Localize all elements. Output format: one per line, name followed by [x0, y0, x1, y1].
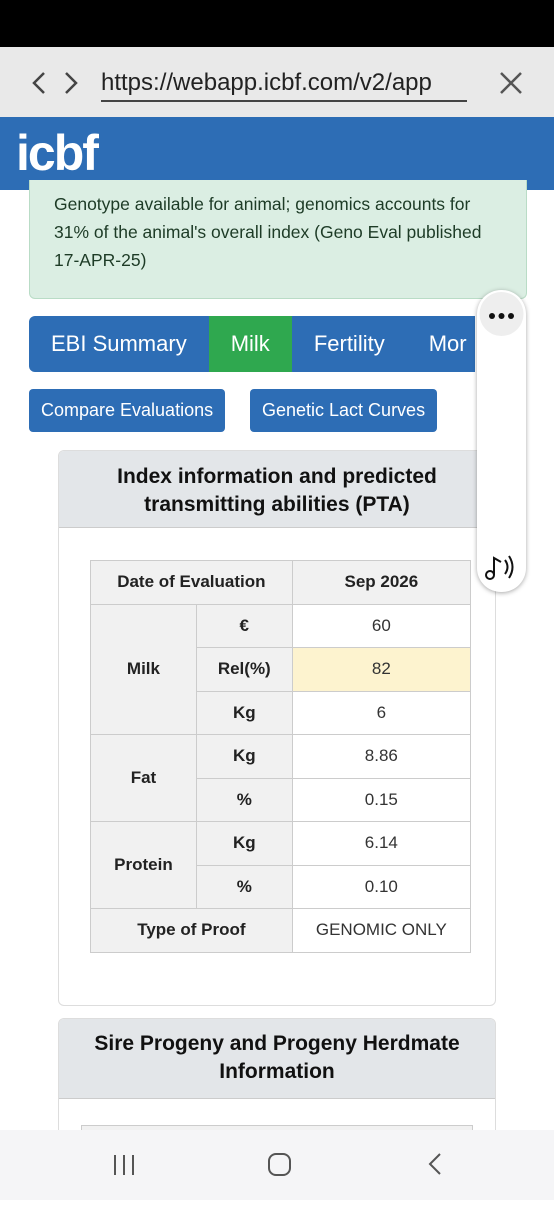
dot: [489, 313, 495, 319]
pta-table: Date of Evaluation Sep 2026 Milk €60 Rel(%) 8…: [90, 560, 472, 953]
value-cell: 82: [291, 647, 472, 692]
forward-arrow[interactable]: [65, 72, 78, 94]
browser-bar: [0, 47, 554, 117]
nav-icons: [114, 1153, 441, 1176]
system-nav: [0, 1130, 554, 1200]
value-cell: 60: [291, 603, 472, 648]
dot: [508, 313, 514, 319]
url-field[interactable]: https://webapp.icbf.com/v2/app: [101, 68, 467, 102]
header-cell: Sep 2026: [291, 560, 472, 605]
logo[interactable]: icbf: [16, 125, 99, 181]
close-button[interactable]: [498, 70, 524, 96]
table-row: Rel(%) 82: [91, 647, 472, 692]
table-row: Type of Proof GENOMIC ONLY: [90, 908, 472, 953]
tab[interactable]: EBI Summary: [51, 331, 187, 356]
table-row: % 0.15: [91, 777, 472, 822]
table-row: Fat Kg 8.86: [90, 734, 472, 822]
card-title: Sire Progeny and Progeny Herdmate Inform…: [59, 1019, 495, 1099]
status-bar: [0, 0, 554, 47]
card: Sire Progeny and Progeny Herdmate Inform…: [58, 1018, 496, 1150]
table-row: Date of Evaluation Sep 2026: [90, 560, 472, 605]
site-header: [0, 117, 554, 190]
nav-arrows[interactable]: [14, 66, 84, 100]
tab[interactable]: Mor: [428, 331, 467, 356]
value-cell: 6.14: [291, 821, 472, 866]
read-aloud-icon[interactable]: [485, 555, 514, 580]
value-cell: 0.10: [291, 864, 472, 909]
recents-button[interactable]: [114, 1155, 134, 1175]
unit-cell: Kg: [195, 821, 293, 866]
value-cell: 0.15: [291, 777, 472, 822]
trait-cell: Fat: [90, 734, 197, 822]
notice: Genotype available for animal; genomics …: [29, 180, 527, 299]
back-arrow[interactable]: [32, 72, 45, 94]
table-row: Milk €60: [90, 603, 472, 735]
card-title: Index information and predicted transmit…: [59, 451, 495, 528]
table-row: Protein Kg 6.14: [90, 821, 472, 909]
table-row: % 0.10: [91, 864, 472, 909]
unit-cell: Kg: [195, 690, 293, 735]
unit-cell: Rel(%): [195, 647, 293, 692]
tab[interactable]: Fertility: [313, 331, 385, 356]
trait-cell: Milk: [90, 603, 197, 735]
table-row: Kg 6: [91, 690, 472, 735]
home-button[interactable]: [268, 1153, 291, 1176]
label-cell: Type of Proof: [90, 908, 293, 953]
unit-cell: €: [195, 603, 293, 648]
button[interactable]: Genetic Lact Curves: [250, 389, 438, 432]
unit-cell: Kg: [195, 734, 293, 779]
value-cell: GENOMIC ONLY: [291, 908, 472, 953]
value-cell: 8.86: [291, 734, 472, 779]
tab-bar: EBI Summary Milk Fertility Mor: [29, 316, 475, 372]
dot: [498, 313, 505, 319]
value-cell: 6: [291, 690, 472, 735]
unit-cell: %: [195, 777, 293, 822]
tab[interactable]: Milk: [208, 316, 292, 372]
unit-cell: %: [195, 864, 293, 909]
panel-icons: [479, 292, 524, 580]
trait-cell: Protein: [90, 821, 197, 909]
button[interactable]: Compare Evaluations: [29, 389, 226, 432]
back-button[interactable]: [428, 1153, 441, 1175]
floating-panel: [477, 290, 526, 592]
header-cell: Date of Evaluation: [90, 560, 293, 605]
